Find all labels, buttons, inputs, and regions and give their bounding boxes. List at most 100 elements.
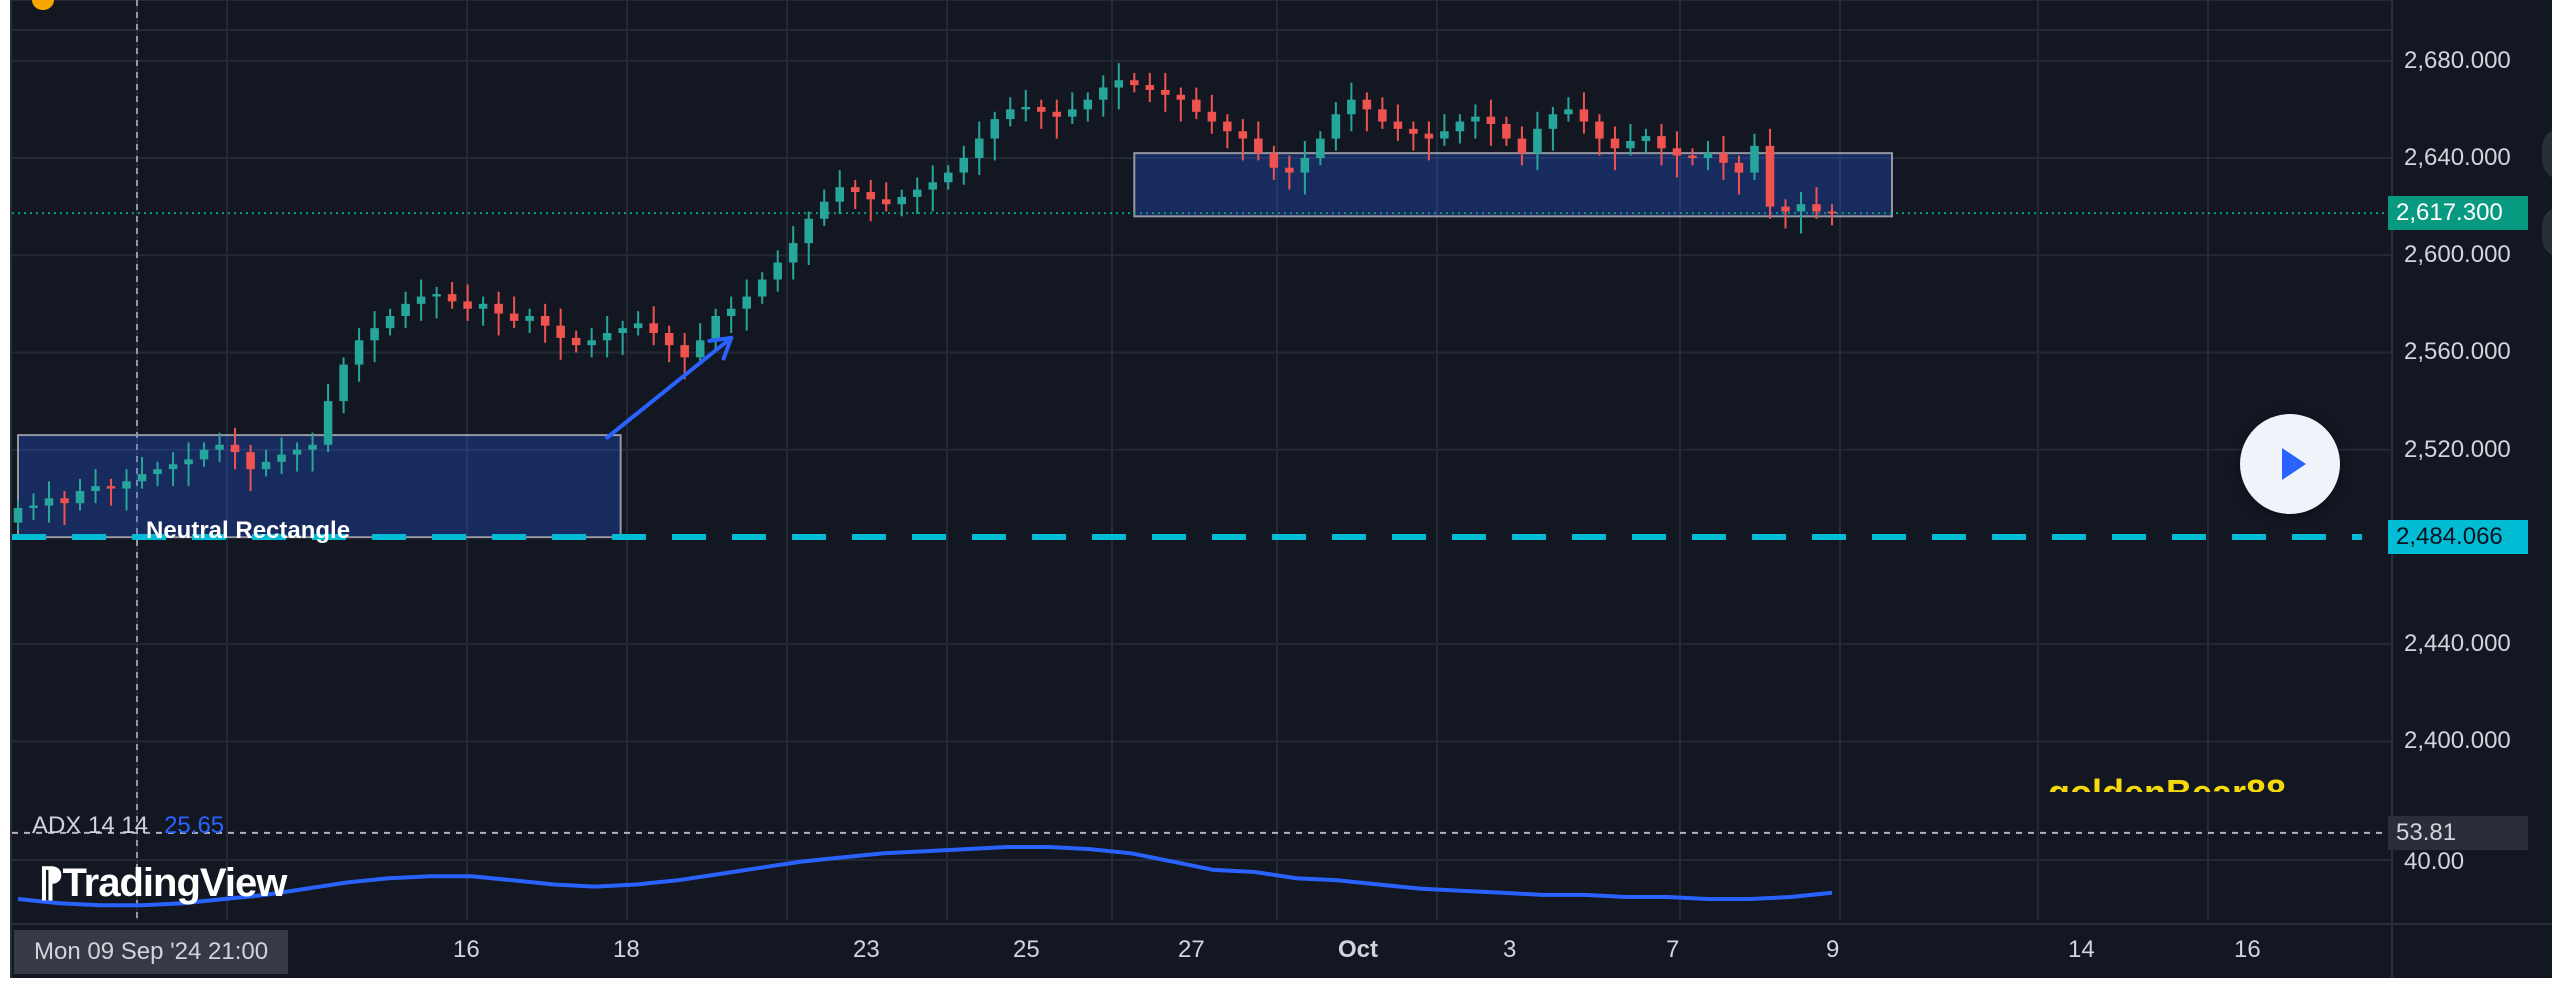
candle-body [261,461,271,470]
candle-body [1161,89,1170,95]
candle-body [664,333,674,346]
candle-body [1378,109,1387,122]
candle-body [277,454,286,462]
candle-body [959,158,969,173]
candle-body [1688,155,1697,158]
candle-body [168,464,178,470]
candle-body [1068,109,1077,117]
time-axis-tick: 27 [1178,936,1205,963]
candle-body [1734,162,1744,173]
candle-body [788,243,798,263]
time-axis-tick: 25 [1013,936,1040,963]
tradingview-logo: ⁋TradingView [38,860,287,906]
candle-body [804,218,813,244]
candle-body [633,323,643,329]
candle-body [44,498,54,506]
time-axis-tick: Oct [1338,936,1379,963]
candle-body [1424,133,1434,139]
candle-body [478,303,488,309]
trend-arrow-head [707,335,734,343]
price-axis-tick: 2,440.000 [2404,630,2511,658]
candle-body [1440,131,1449,139]
candle-body [199,449,209,460]
candle-body [1316,138,1325,158]
candle-body [990,119,1000,139]
candle-body [1610,138,1620,149]
time-axis-tick: 18 [613,936,640,963]
replay-play-button[interactable] [2240,414,2340,514]
candle-body [695,340,705,358]
candle-body [1362,99,1372,110]
candle-body [292,449,302,455]
candle-body [1548,114,1558,129]
tradingview-logo-mark-icon: ⁋ [38,861,63,905]
candle-body [1672,148,1682,156]
time-axis-tick: 14 [2068,936,2095,963]
time-axis-tick: 7 [1666,936,1680,963]
candle-body [1331,114,1341,139]
price-axis-tick: 2,560.000 [2404,338,2511,366]
crosshair-date-badge: Mon 09 Sep '24 21:00 [14,930,289,974]
candle-body [153,469,162,474]
candle-body [1037,106,1046,112]
time-axis-tick: 3 [1503,936,1517,963]
candle-body [1502,123,1511,139]
price-axis-tick: 2,640.000 [2404,144,2511,171]
time-axis-tick: 16 [453,936,480,963]
price-axis-tick: 2,400.000 [2404,727,2511,755]
candle-body [1471,116,1480,122]
candle-body [1564,109,1573,115]
candle-body [1300,158,1310,173]
candle-body [339,364,348,402]
candle-body [1099,87,1108,100]
candle-body [975,138,984,158]
candle-body [75,491,85,504]
time-axis-tick: 23 [853,936,880,963]
candle-body [1703,153,1713,158]
candle-body [866,192,875,200]
candle-body [757,279,767,297]
candle-body [1269,153,1279,168]
adx-line [17,845,1833,908]
candle-body [230,444,240,453]
symbol-icon[interactable] [32,0,54,10]
trend-arrow [605,335,734,440]
candle-body [106,486,116,489]
candle-body [618,328,627,334]
chart-canvas[interactable] [12,0,2552,978]
candle-body [897,196,907,205]
candle-body [1812,204,1821,212]
candle-body [385,316,395,329]
candle-body [432,294,441,297]
candle-body [1145,85,1155,90]
neutral-rectangle-label: Neutral Rectangle [146,517,351,545]
candle-body [850,187,860,193]
candle-body [1409,128,1418,134]
candle-body [246,452,255,470]
price-axis-tick: 2,600.000 [2404,241,2511,269]
candle-body [680,345,689,358]
candle-body [137,474,147,482]
candle-body [1114,80,1124,88]
candle-body [525,316,534,321]
candle-body [1579,109,1589,122]
candle-body [401,303,410,316]
candle-body [571,337,581,346]
candle-body [1207,111,1217,122]
candle-body [742,296,751,309]
play-icon [2282,448,2306,480]
author-watermark: goldenBear88 [2048,772,2286,792]
candle-body [1750,145,1759,173]
candle-body [494,303,503,314]
side-control-top[interactable] [2542,128,2552,180]
candle-body [819,201,829,219]
candle-body [1641,136,1651,141]
candle-body [1083,99,1093,110]
candle-body [1285,167,1294,173]
candle-body [1533,128,1542,154]
candle-body [370,328,379,341]
side-control-mid[interactable] [2542,206,2552,258]
candle-body [447,294,457,302]
adx-indicator-label[interactable]: ADX 14 14 25.65 [32,812,224,840]
adx-axis-tick: 40.00 [2404,847,2465,875]
